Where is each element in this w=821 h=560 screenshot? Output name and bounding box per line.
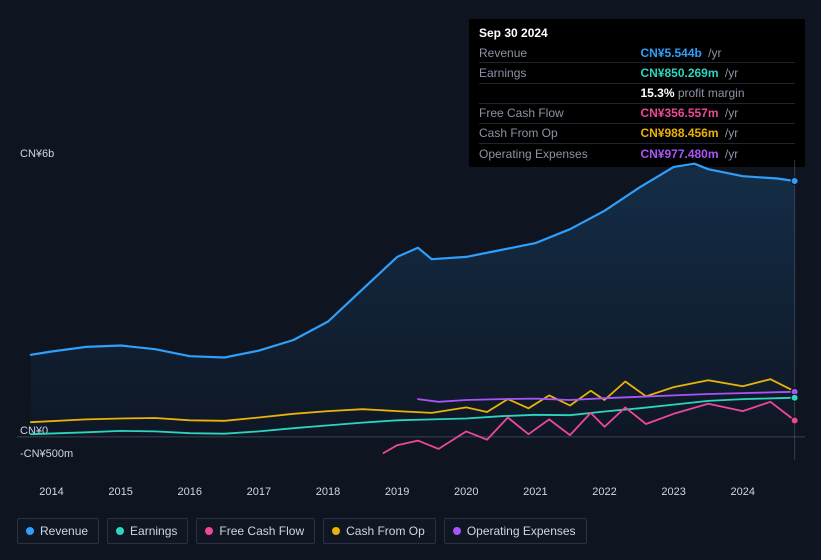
legend: Revenue Earnings Free Cash Flow Cash From O… <box>17 518 587 544</box>
x-tick-label: 2020 <box>454 486 478 498</box>
tooltip-row-label: Earnings <box>479 63 640 83</box>
legend-item-label: Earnings <box>130 524 177 538</box>
legend-item-fcf[interactable]: Free Cash Flow <box>196 518 315 544</box>
legend-item-earnings[interactable]: Earnings <box>107 518 188 544</box>
line-chart-svg <box>17 160 805 470</box>
legend-item-revenue[interactable]: Revenue <box>17 518 99 544</box>
chart-plot-area[interactable] <box>17 160 805 490</box>
legend-item-label: Operating Expenses <box>467 524 576 538</box>
tooltip-row: Cash From OpCN¥988.456m /yr <box>479 123 795 143</box>
x-tick-label: 2016 <box>178 486 202 498</box>
tooltip-row: Free Cash FlowCN¥356.557m /yr <box>479 103 795 123</box>
tooltip-row: RevenueCN¥5.544b /yr <box>479 43 795 63</box>
tooltip-row-value: CN¥850.269m /yr <box>640 63 795 83</box>
tooltip-row-value: CN¥988.456m /yr <box>640 123 795 143</box>
legend-dot-icon <box>205 527 213 535</box>
tooltip-row-label: Revenue <box>479 43 640 63</box>
legend-item-label: Free Cash Flow <box>219 524 304 538</box>
legend-item-label: Revenue <box>40 524 88 538</box>
x-tick-label: 2024 <box>731 486 755 498</box>
y-tick-label: CN¥6b <box>20 148 54 160</box>
x-tick-label: 2014 <box>39 486 63 498</box>
x-tick-label: 2019 <box>385 486 409 498</box>
x-tick-label: 2017 <box>247 486 271 498</box>
x-tick-label: 2021 <box>523 486 547 498</box>
tooltip-row: EarningsCN¥850.269m /yr <box>479 63 795 83</box>
tooltip-date: Sep 30 2024 <box>479 25 795 43</box>
legend-dot-icon <box>332 527 340 535</box>
data-tooltip: Sep 30 2024 RevenueCN¥5.544b /yrEarnings… <box>469 19 805 167</box>
x-tick-label: 2015 <box>108 486 132 498</box>
legend-item-opex[interactable]: Operating Expenses <box>444 518 587 544</box>
legend-dot-icon <box>453 527 461 535</box>
legend-dot-icon <box>116 527 124 535</box>
tooltip-row-value: CN¥356.557m /yr <box>640 103 795 123</box>
tooltip-table: RevenueCN¥5.544b /yrEarningsCN¥850.269m … <box>479 43 795 163</box>
tooltip-row-label: Cash From Op <box>479 123 640 143</box>
x-tick-label: 2022 <box>592 486 616 498</box>
x-tick-label: 2023 <box>661 486 685 498</box>
legend-item-cashop[interactable]: Cash From Op <box>323 518 436 544</box>
tooltip-row-value: CN¥5.544b /yr <box>640 43 795 63</box>
x-tick-label: 2018 <box>316 486 340 498</box>
legend-item-label: Cash From Op <box>346 524 425 538</box>
tooltip-row-label: Free Cash Flow <box>479 103 640 123</box>
legend-dot-icon <box>26 527 34 535</box>
tooltip-row-extra: 15.3% profit margin <box>479 83 795 103</box>
